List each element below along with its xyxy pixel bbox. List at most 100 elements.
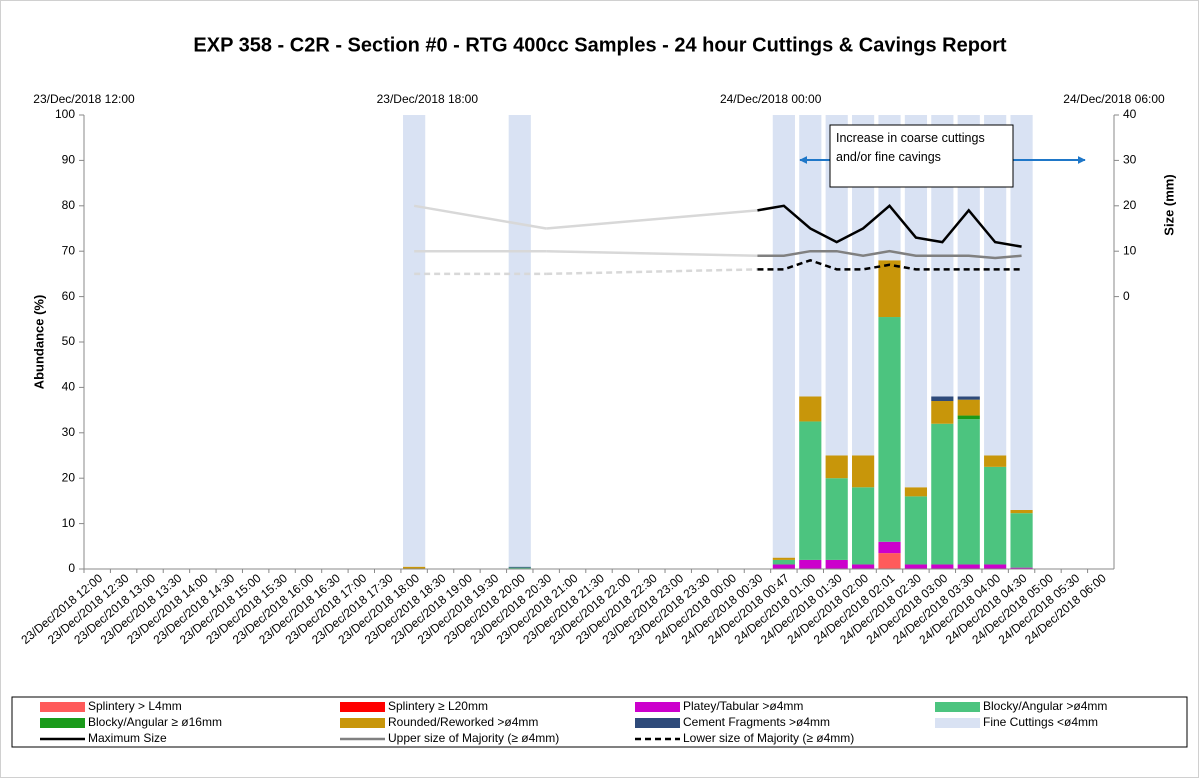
y2-tick-label: 20 (1123, 198, 1137, 212)
y-tick-label: 30 (62, 425, 76, 439)
bar-segment (984, 115, 1007, 456)
legend-swatch (635, 702, 680, 712)
legend-label: Blocky/Angular >ø4mm (983, 699, 1107, 713)
bar-segment (931, 401, 954, 424)
legend-swatch (635, 718, 680, 728)
bar-segment (852, 455, 875, 488)
bar-segment (904, 564, 928, 569)
y-tick-label: 0 (68, 561, 75, 575)
bar-segment (825, 115, 848, 456)
bar-segment (772, 564, 795, 569)
bar-segment (825, 455, 848, 479)
y-tick-label: 10 (62, 516, 76, 530)
line (757, 204, 1022, 248)
y-tick-label: 70 (62, 243, 76, 257)
bar-segment (852, 487, 875, 565)
bar-segment (403, 566, 426, 569)
bar-segment (1010, 567, 1033, 569)
legend-label: Blocky/Angular ≥ ø16mm (88, 715, 222, 729)
gap-connector (546, 249, 758, 257)
annotation-box (829, 124, 1014, 188)
legend-label: Upper size of Majority (≥ ø4mm) (388, 731, 559, 745)
bar-segment (984, 455, 1007, 467)
bar-segment (957, 415, 980, 420)
annotation: Increase in coarse cuttings and/or fine … (836, 131, 985, 164)
bar-segment (508, 115, 531, 567)
legend-swatch (340, 702, 385, 712)
y-tick-label: 40 (62, 380, 76, 394)
bar-segment (984, 466, 1007, 565)
gap-connector (546, 209, 758, 230)
bar-segment (825, 478, 848, 560)
bar-segment (508, 566, 531, 568)
y-axis-label: Abundance (%) (31, 295, 46, 390)
y2-tick-label: 40 (1123, 107, 1137, 121)
bar-segment (878, 553, 901, 569)
chart-title: EXP 358 - C2R - Section #0 - RTG 400cc S… (193, 34, 1007, 56)
bar-segment (772, 557, 795, 560)
y-tick-label: 100 (55, 107, 75, 121)
annotation-text: Increase in coarse cuttings and/or fine … (836, 131, 985, 164)
bar-segment (878, 317, 901, 542)
legend-swatch (40, 718, 85, 728)
bar-segment (904, 496, 928, 565)
bar-segment (852, 115, 875, 456)
bar-segment (957, 396, 980, 400)
y-tick-label: 60 (62, 289, 76, 303)
gap-connector (546, 268, 758, 276)
bar-segment (799, 115, 822, 397)
legend-label: Splintery > L4mm (88, 699, 182, 713)
bar-segment (931, 564, 954, 569)
y2-tick-label: 10 (1123, 243, 1137, 257)
y2-tick-label: 30 (1123, 153, 1137, 167)
bar-segment (904, 487, 928, 497)
bar-segment (799, 396, 822, 422)
line (757, 249, 1022, 260)
y-tick-label: 80 (62, 198, 76, 212)
bar-segment (1010, 115, 1033, 510)
bar-segment (931, 396, 954, 402)
y2-tick-label: 0 (1123, 289, 1130, 303)
y-tick-label: 20 (62, 470, 76, 484)
x2-tick-label: 24/Dec/2018 06:00 (1063, 92, 1165, 106)
x2-tick-label: 23/Dec/2018 12:00 (33, 92, 135, 106)
legend-label: Platey/Tabular >ø4mm (683, 699, 803, 713)
bar-segment (508, 567, 531, 569)
bar-segment (799, 421, 822, 560)
line (757, 258, 1022, 271)
legend-swatch (935, 702, 980, 712)
bar-segment (825, 559, 848, 569)
x2-tick-label: 23/Dec/2018 18:00 (377, 92, 479, 106)
bar-segment (931, 423, 954, 565)
bar-segment (984, 564, 1007, 569)
bar-segment (852, 564, 875, 569)
gap-connector (413, 204, 547, 230)
bar-segment (957, 564, 980, 569)
bar-segment (1010, 509, 1033, 514)
y-tick-label: 90 (62, 153, 76, 167)
x2-tick-label: 24/Dec/2018 00:00 (720, 92, 822, 106)
bar-segment (878, 541, 901, 554)
legend-label: Lower size of Majority (≥ ø4mm) (683, 731, 854, 745)
legend-label: Cement Fragments >ø4mm (683, 715, 830, 729)
legend-swatch (340, 718, 385, 728)
y-tick-label: 50 (62, 334, 76, 348)
bar-segment (878, 260, 901, 318)
legend (11, 696, 1188, 748)
legend-swatch (935, 718, 980, 728)
bar-segment (403, 115, 426, 567)
legend-label: Maximum Size (88, 731, 167, 745)
bar-segment (772, 559, 795, 565)
legend-label: Splintery ≥ L20mm (388, 699, 488, 713)
legend-swatch (40, 702, 85, 712)
bar-segment (799, 559, 822, 569)
legend-label: Fine Cuttings <ø4mm (983, 715, 1098, 729)
y2-axis-label: Size (mm) (1161, 174, 1176, 235)
bar-segment (957, 419, 980, 565)
bar-segment (1010, 513, 1033, 568)
bar-segment (904, 115, 928, 488)
bar-segment (772, 115, 795, 558)
legend-label: Rounded/Reworked >ø4mm (388, 715, 538, 729)
bar-segment (957, 399, 980, 416)
